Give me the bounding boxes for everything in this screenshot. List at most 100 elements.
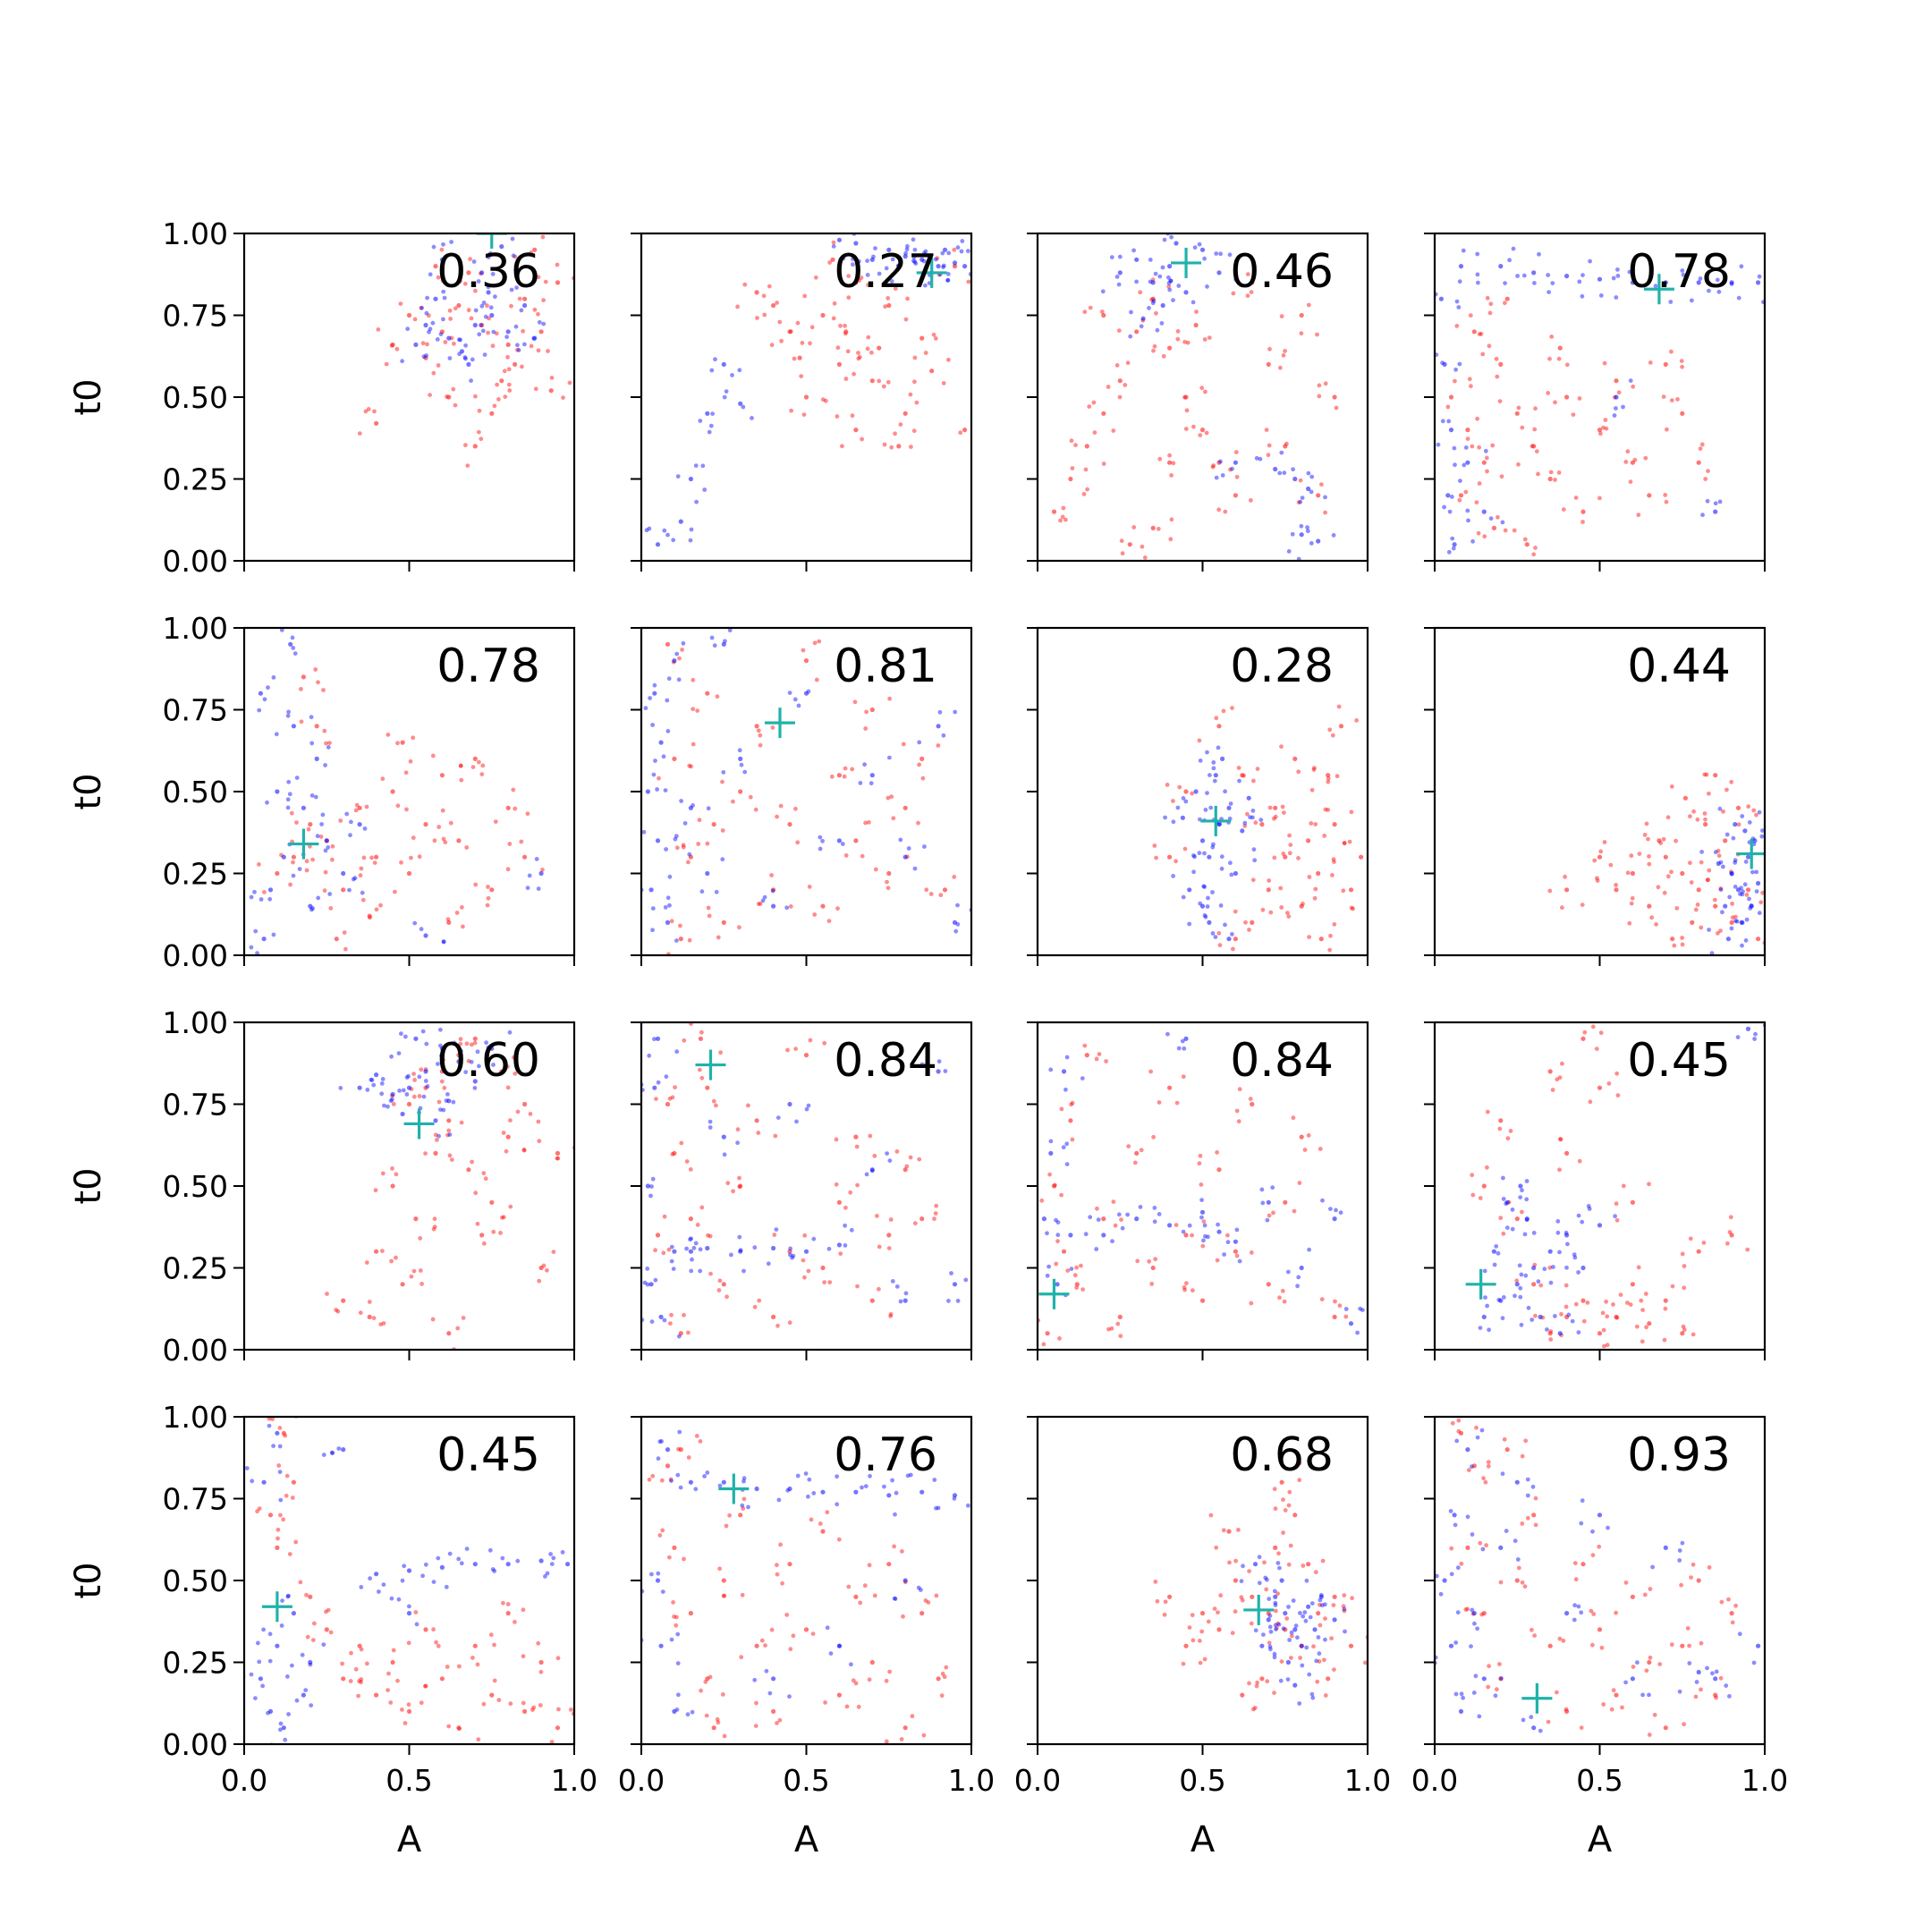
series-1-point <box>1582 1030 1588 1035</box>
series-2-point <box>1504 1199 1510 1205</box>
series-2-point <box>1500 1471 1505 1477</box>
series-2-point <box>442 295 447 301</box>
series-1-point <box>1698 446 1703 451</box>
series-2-point <box>1745 854 1751 860</box>
series-1-point <box>1094 1056 1099 1062</box>
series-2-point <box>441 242 445 247</box>
series-1-point <box>358 1310 363 1316</box>
series-1-point <box>473 288 478 293</box>
series-2-point <box>267 1658 273 1664</box>
series-2-point <box>1729 870 1734 877</box>
series-2-point <box>937 709 943 715</box>
series-2-point <box>672 658 677 664</box>
series-1-point <box>920 775 926 781</box>
series-2-point <box>689 1236 694 1241</box>
series-2-point <box>1715 277 1720 283</box>
series-2-point <box>943 1069 948 1073</box>
series-1-point <box>1249 1621 1254 1626</box>
series-2-point <box>308 903 313 909</box>
series-1-point <box>1487 310 1493 316</box>
series-1-point <box>820 1529 826 1534</box>
series-1-point <box>1636 1265 1641 1270</box>
series-1-point <box>555 1656 561 1661</box>
series-1-point <box>1243 919 1248 925</box>
series-1-point <box>775 1563 779 1568</box>
series-2-point <box>741 1268 746 1274</box>
series-2-point <box>1318 1594 1324 1599</box>
series-2-point <box>1198 901 1203 906</box>
series-2-point <box>1446 419 1452 424</box>
series-1-point <box>1555 1077 1560 1082</box>
series-2-point <box>1498 1545 1504 1550</box>
series-1-point <box>1134 1150 1140 1156</box>
series-2-point <box>1448 1509 1453 1513</box>
panel-value-label: 0.93 <box>1627 1428 1731 1482</box>
series-2-point <box>1580 1498 1585 1504</box>
series-2-point <box>1273 1594 1278 1599</box>
series-1-point <box>1485 469 1489 474</box>
series-1-point <box>853 838 859 843</box>
series-1-point <box>1693 907 1699 912</box>
series-2-point <box>1696 1669 1701 1675</box>
series-2-point <box>441 939 446 945</box>
series-2-point <box>1306 470 1311 476</box>
series-1-point <box>826 919 832 924</box>
series-2-point <box>1523 1273 1529 1278</box>
series-1-point <box>688 1216 694 1222</box>
series-1-point <box>756 728 761 733</box>
series-1-point <box>529 343 534 349</box>
series-2-point <box>1140 316 1146 321</box>
series-1-point <box>737 1175 741 1181</box>
series-2-point <box>1191 869 1196 875</box>
series-2-point <box>425 295 429 301</box>
series-1-point <box>1051 509 1057 514</box>
series-2-point <box>463 356 468 361</box>
series-1-point <box>1157 456 1163 462</box>
series-1-point <box>952 875 957 879</box>
series-2-point <box>459 1561 464 1566</box>
series-2-point <box>338 1086 343 1090</box>
series-1-point <box>1631 1665 1636 1669</box>
series-1-point <box>902 1725 908 1731</box>
series-1-point <box>869 1659 875 1665</box>
series-2-point <box>424 1041 429 1046</box>
series-2-point <box>1101 1233 1106 1238</box>
series-1-point <box>1560 1061 1564 1066</box>
series-2-point <box>1518 1183 1523 1189</box>
series-2-point <box>1729 926 1734 931</box>
series-2-point <box>1045 1273 1050 1278</box>
series-2-point <box>1449 1572 1454 1577</box>
series-2-point <box>952 260 958 266</box>
series-2-point <box>688 1237 692 1242</box>
series-2-point <box>806 1103 811 1108</box>
series-2-point <box>898 1299 903 1304</box>
series-2-point <box>1219 854 1224 860</box>
series-1-point <box>1491 525 1496 531</box>
series-1-point <box>1292 1208 1297 1214</box>
series-1-point <box>398 301 403 306</box>
series-1-point <box>1198 1660 1203 1665</box>
series-1-point <box>1758 900 1764 905</box>
series-2-point <box>267 1708 274 1714</box>
series-1-point <box>1240 773 1245 778</box>
series-2-point <box>771 1676 776 1682</box>
series-1-point <box>388 1700 394 1705</box>
series-1-point <box>1348 1643 1354 1648</box>
series-2-point <box>458 337 462 343</box>
series-1-point <box>290 1496 295 1500</box>
series-1-point <box>674 1614 679 1620</box>
panel-value-label: 0.81 <box>834 640 937 693</box>
series-2-point <box>1342 1606 1347 1612</box>
series-2-point <box>1198 758 1203 763</box>
series-2-point <box>1069 1267 1074 1271</box>
series-1-point <box>1247 1569 1251 1573</box>
series-2-point <box>863 1484 869 1488</box>
y-tick-label: 0.75 <box>163 299 228 334</box>
series-2-point <box>1306 486 1311 492</box>
series-1-point <box>1476 530 1481 536</box>
series-1-point <box>1498 1216 1504 1221</box>
series-2-point <box>713 357 717 362</box>
series-1-point <box>739 1655 744 1660</box>
series-1-point <box>1267 443 1272 448</box>
series-2-point <box>787 1694 792 1699</box>
